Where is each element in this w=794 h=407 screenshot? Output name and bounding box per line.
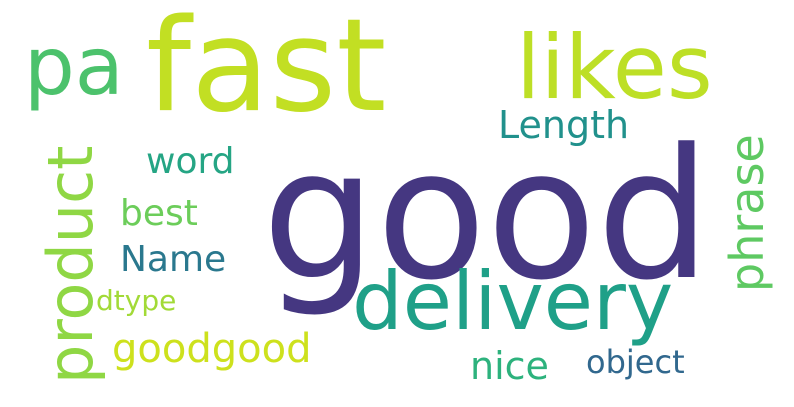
word-nice: nice bbox=[470, 344, 549, 388]
word-delivery: delivery bbox=[352, 255, 674, 348]
word-phrase: phrase bbox=[720, 134, 774, 292]
word-object: object bbox=[586, 343, 685, 381]
word-product: product bbox=[34, 145, 107, 384]
word-length: Length bbox=[498, 103, 630, 147]
word-name: Name bbox=[120, 239, 227, 280]
word-word: word bbox=[146, 141, 235, 182]
word-likes: likes bbox=[516, 16, 713, 119]
word-pa: pa bbox=[24, 20, 124, 113]
word-goodgood: goodgood bbox=[112, 326, 312, 372]
word-good: good bbox=[262, 111, 711, 320]
word-fast: fast bbox=[146, 0, 387, 141]
word-dtype: dtype bbox=[96, 284, 177, 317]
word-best: best bbox=[120, 193, 198, 234]
